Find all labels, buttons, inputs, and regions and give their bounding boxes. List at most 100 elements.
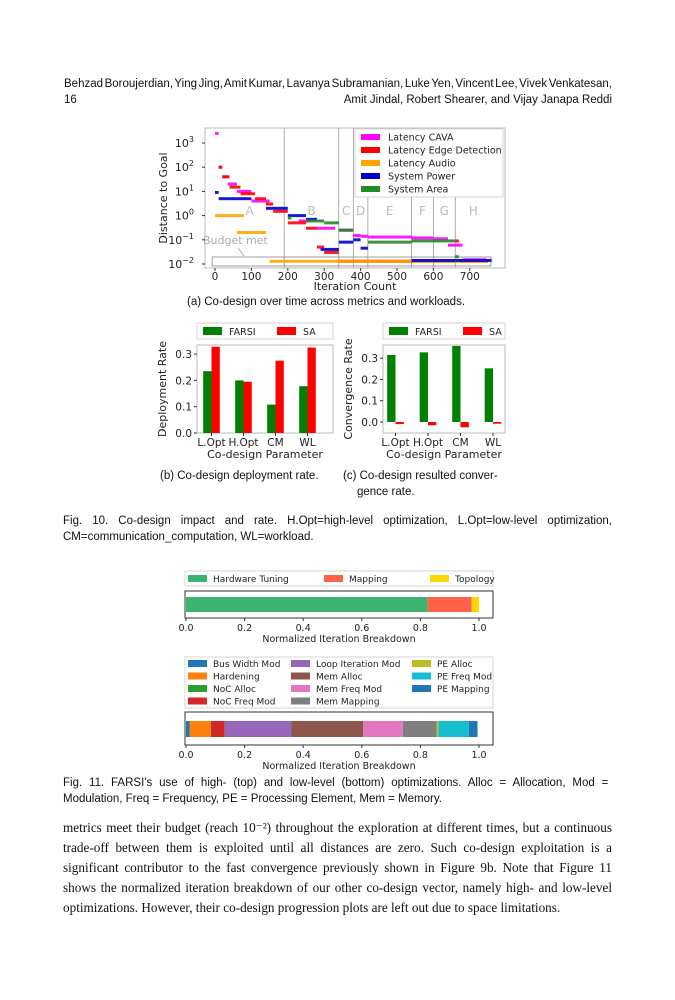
legend-label: Latency Audio <box>388 159 456 170</box>
plot-frame <box>184 590 494 619</box>
x-tick-label: 300 <box>314 271 334 283</box>
y-axis-label: Convergence Rate <box>342 338 355 439</box>
legend-swatch <box>291 660 310 667</box>
body-line: optimizations. However, their co-design … <box>63 900 561 915</box>
budget-met-annotation: Budget met <box>203 234 269 247</box>
page-number: 16 <box>64 94 77 106</box>
data-segment-latency-cava <box>411 236 434 240</box>
stack-segment-mem-alloc <box>291 721 364 737</box>
x-tick-label: L.Opt <box>381 437 409 449</box>
data-segment-latency-edge-detection <box>287 221 306 225</box>
legend-swatch <box>361 134 380 140</box>
legend-label: FARSI <box>415 327 442 338</box>
legend-swatch <box>389 327 408 335</box>
phase-label: D <box>356 204 365 218</box>
data-segment-latency-cava <box>227 182 237 186</box>
legend-label: Hardening <box>213 673 260 683</box>
data-segment-latency-edge-detection <box>306 226 317 230</box>
data-segment-system-power <box>411 258 456 262</box>
legend-label: SA <box>489 327 502 338</box>
legend-label: PE Freq Mod <box>437 673 492 683</box>
bar-farsi <box>267 404 276 433</box>
stack-segment-mem-freq-mod <box>363 721 403 737</box>
legend-swatch <box>361 160 380 166</box>
legend-label: Mapping <box>349 575 388 585</box>
body-line: metrics meet their budget (reach 10⁻²) t… <box>63 820 612 835</box>
legend-swatch <box>291 697 310 705</box>
header-authors-line1: Behzad Boroujerdian, Ying Jing, Amit Kum… <box>64 78 612 90</box>
data-segment-latency-audio <box>269 259 488 263</box>
data-segment-system-power <box>353 238 361 242</box>
legend-swatch <box>188 660 207 667</box>
stack-segment-hardware-tuning <box>186 597 428 612</box>
y-tick-label: 0.2 <box>361 374 378 386</box>
data-segment-system-power <box>455 258 492 262</box>
x-tick-label: 0 <box>212 271 219 283</box>
y-tick-label: 102 <box>175 159 194 174</box>
plot-frame <box>382 344 506 434</box>
x-tick-label: 400 <box>351 271 371 283</box>
legend-label: FARSI <box>229 327 256 338</box>
data-segment-latency-cava <box>236 189 252 193</box>
bar-farsi <box>419 352 428 422</box>
bar-sa <box>493 422 502 424</box>
stack-segment-topology <box>471 597 479 612</box>
data-segment-system-power <box>215 191 219 195</box>
bar-sa <box>307 347 316 433</box>
data-segment-latency-cava <box>367 235 412 239</box>
legend-swatch <box>412 685 431 692</box>
data-segment-latency-audio <box>236 231 266 235</box>
bar-sa <box>395 422 404 425</box>
header-authors-line2: Amit Jindal, Robert Shearer, and Vijay J… <box>343 94 612 106</box>
x-tick-label: 0.8 <box>413 750 428 761</box>
data-segment-latency-edge-detection <box>218 165 223 169</box>
y-tick-label: 0.2 <box>175 375 192 387</box>
x-tick-label: L.Opt <box>197 437 225 449</box>
legend-box <box>184 656 494 709</box>
phase-label: H <box>469 204 478 218</box>
legend-label: NoC Freq Mod <box>213 698 276 708</box>
bar-sa <box>428 422 437 426</box>
legend-swatch <box>203 327 222 335</box>
legend-label: Hardware Tuning <box>213 575 289 585</box>
data-segment-latency-edge-detection <box>240 192 256 196</box>
caption-b: (b) Co-design deployment rate. <box>160 470 319 482</box>
data-segment-system-power <box>287 214 306 218</box>
body-line: shows the normalized iteration breakdown… <box>63 880 612 895</box>
data-segment-latency-edge-detection <box>229 185 241 189</box>
x-tick-label: H.Opt <box>413 437 443 449</box>
stack-segment-mapping <box>427 597 472 612</box>
fig10-caption-line1: Fig. 10. Co-design impact and rate. H.Op… <box>63 515 612 527</box>
caption-c-line2: gence rate. <box>357 486 415 498</box>
x-tick-label: CM <box>452 437 468 449</box>
plot-frame <box>196 344 334 434</box>
y-axis-label: Distance to Goal <box>157 152 170 243</box>
data-segment-latency-edge-detection <box>255 197 266 201</box>
data-segment-system-power <box>338 240 354 244</box>
legend-swatch <box>361 186 380 192</box>
fig11-caption-line2: Modulation, Freq = Frequency, PE = Proce… <box>63 793 442 805</box>
x-tick-label: 700 <box>460 271 480 283</box>
data-segment-latency-cava <box>433 237 448 241</box>
data-segment-latency-edge-detection <box>455 239 459 243</box>
phase-label: C <box>342 204 350 218</box>
data-segment-system-power <box>320 247 339 251</box>
data-segment-latency-cava <box>447 243 463 247</box>
x-tick-label: 0.2 <box>237 623 252 634</box>
legend-label: PE Mapping <box>437 685 490 695</box>
phase-label: B <box>307 204 315 218</box>
y-tick-label: 103 <box>175 135 194 150</box>
x-tick-label: 0.4 <box>296 750 311 761</box>
y-tick-label: 0.1 <box>361 396 378 408</box>
fig11-caption-line1: Fig. 11. FARSI's use of high- (top) and … <box>63 777 609 789</box>
y-tick-label: 0.1 <box>175 402 192 414</box>
y-tick-label: 0.3 <box>361 353 378 365</box>
data-segment-system-area <box>306 219 325 223</box>
legend-swatch <box>324 575 343 582</box>
data-segment-system-power <box>306 217 317 221</box>
legend-swatch <box>277 327 296 335</box>
data-segment-system-power <box>360 246 368 250</box>
legend-box <box>196 322 334 340</box>
